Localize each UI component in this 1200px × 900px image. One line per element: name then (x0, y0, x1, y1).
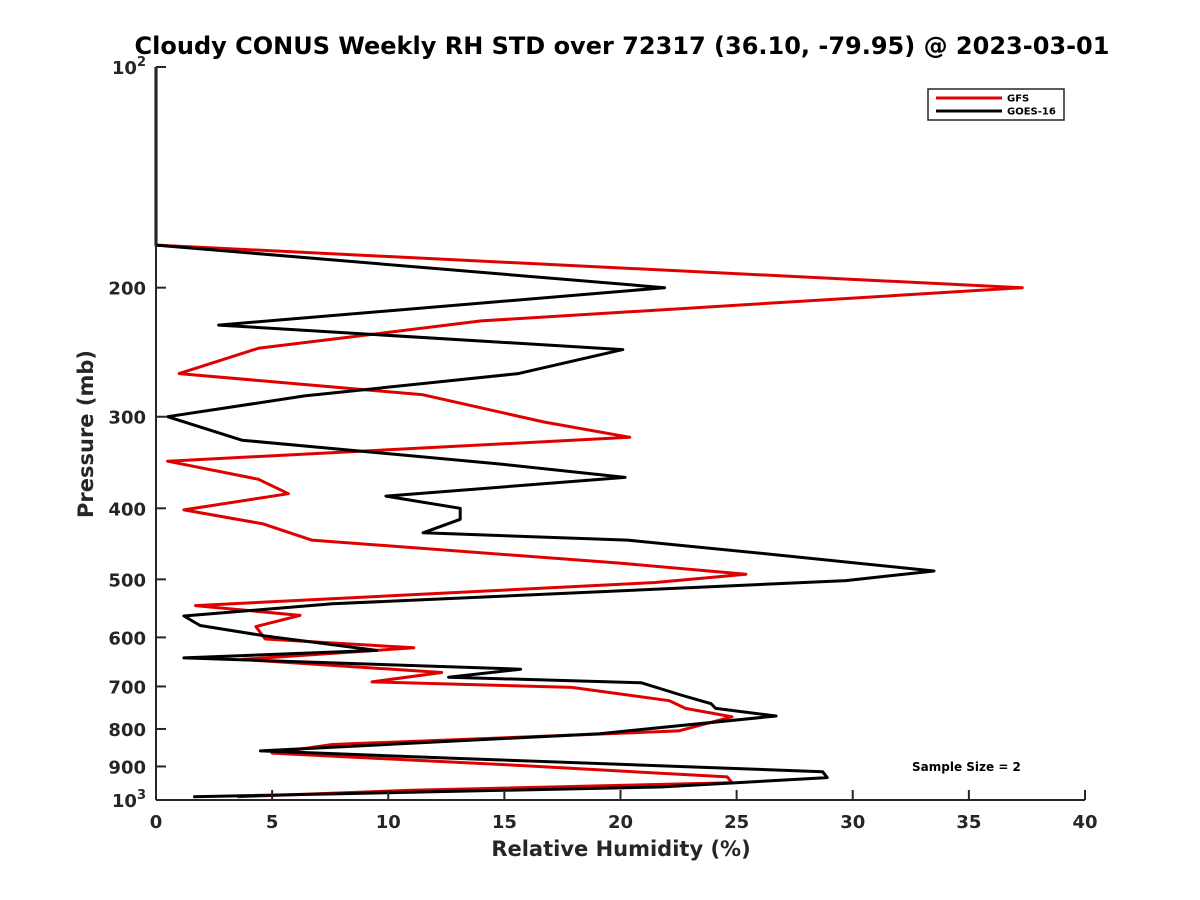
x-tick-label: 5 (266, 812, 279, 833)
y-tick-label: 103 (112, 788, 146, 812)
x-tick-label: 20 (608, 812, 633, 833)
y-axis-label: Pressure (mb) (74, 350, 98, 518)
x-tick-label: 10 (376, 812, 401, 833)
y-tick-label: 200 (108, 279, 146, 300)
x-tick-label: 30 (840, 812, 865, 833)
x-tick-label: 0 (150, 812, 163, 833)
x-tick-label: 15 (492, 812, 517, 833)
legend-box (927, 88, 1065, 121)
x-axis-label: Relative Humidity (%) (491, 837, 750, 861)
sample-size-annotation: Sample Size = 2 (912, 760, 1021, 774)
plot-area (154, 67, 1024, 799)
series-line-goes-16 (154, 67, 936, 799)
legend-label-gfs: GFS (1007, 94, 1029, 105)
y-tick-label: 500 (108, 570, 146, 591)
axes: 0 5 10 15 20 25 30 35 40 102 200 300 400 500 600 700 800… (108, 55, 1097, 833)
y-tick-label: 700 (108, 677, 146, 698)
y-tick-label: 600 (108, 628, 146, 649)
legend-label-goes-16: GOES-16 (1007, 107, 1056, 118)
x-tick-label: 40 (1072, 812, 1097, 833)
chart-title: Cloudy CONUS Weekly RH STD over 72317 (3… (135, 32, 1110, 60)
y-tick-label: 800 (108, 720, 146, 741)
y-tick-label: 900 (108, 757, 146, 778)
x-tick-label: 25 (724, 812, 749, 833)
legend: GFS GOES-16 (927, 88, 1065, 121)
series-line-gfs (154, 67, 1024, 799)
y-tick-label: 400 (108, 499, 146, 520)
y-tick-label: 300 (108, 408, 146, 429)
y-tick-label: 102 (112, 55, 146, 79)
x-tick-label: 35 (956, 812, 981, 833)
